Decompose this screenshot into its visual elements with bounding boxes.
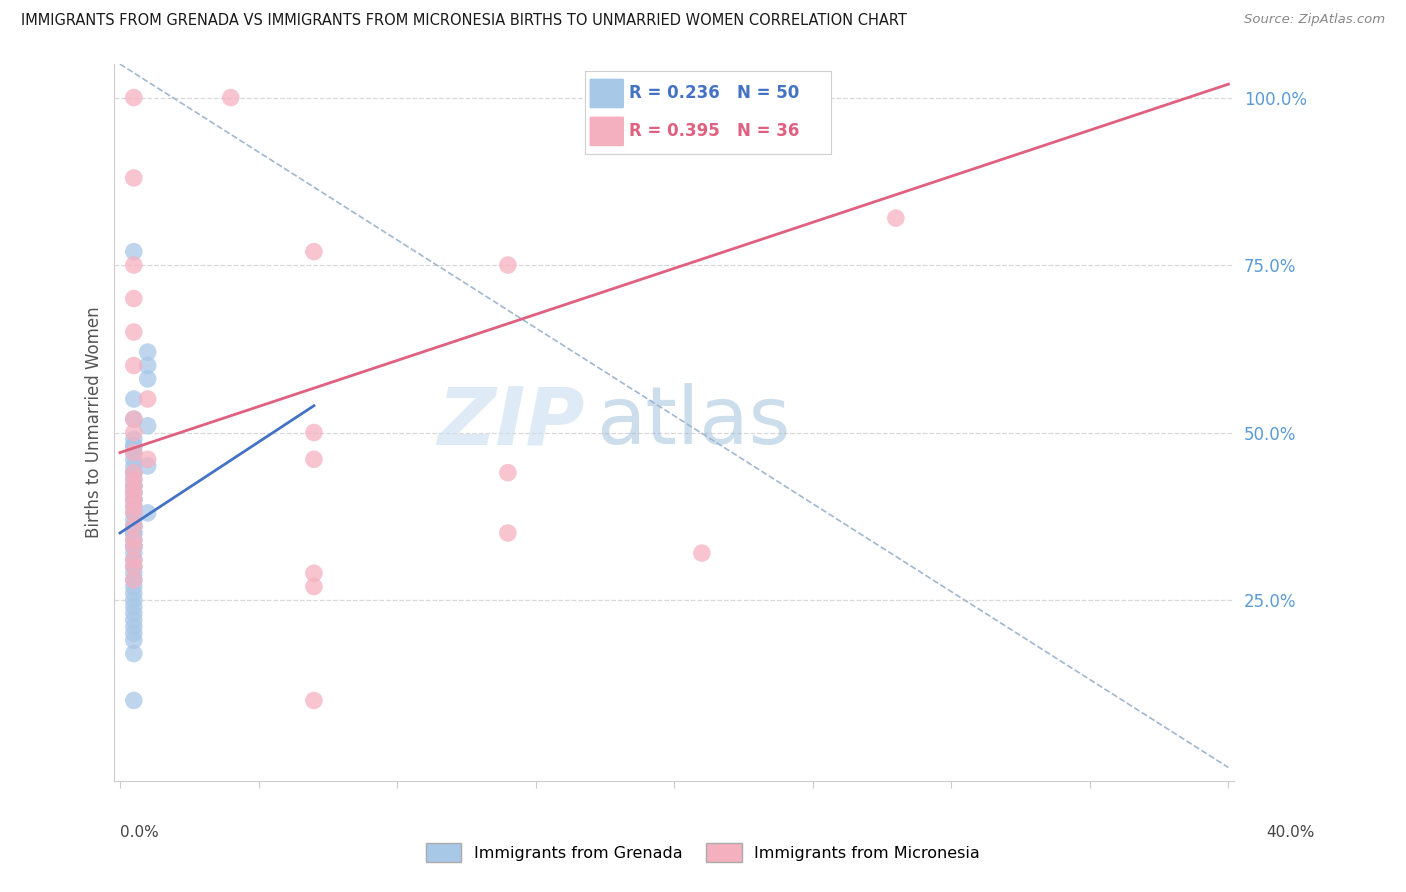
Point: [122, 244, 145, 259]
Point: [136, 452, 159, 467]
Point: [122, 559, 145, 574]
Point: [122, 485, 145, 500]
Point: [122, 466, 145, 480]
Point: [122, 292, 145, 306]
Point: [122, 553, 145, 567]
Point: [122, 540, 145, 554]
Point: [122, 566, 145, 581]
Point: [136, 458, 159, 473]
Point: [122, 693, 145, 707]
Point: [122, 573, 145, 587]
Y-axis label: Births to Unmarried Women: Births to Unmarried Women: [86, 307, 103, 538]
Point: [122, 485, 145, 500]
Point: [122, 506, 145, 520]
Point: [122, 472, 145, 486]
Text: ZIP: ZIP: [437, 384, 585, 461]
Point: [122, 519, 145, 533]
Point: [690, 546, 713, 560]
Point: [122, 492, 145, 507]
Point: [884, 211, 907, 226]
Point: [122, 607, 145, 621]
Point: [122, 626, 145, 640]
Point: [122, 325, 145, 339]
Point: [122, 479, 145, 493]
Point: [122, 458, 145, 473]
Point: [122, 553, 145, 567]
Point: [136, 372, 159, 386]
Point: [136, 359, 159, 373]
Point: [122, 599, 145, 614]
Point: [122, 499, 145, 513]
Point: [122, 479, 145, 493]
Point: [122, 466, 145, 480]
Point: [302, 244, 325, 259]
Point: [219, 90, 242, 104]
Point: [136, 418, 159, 433]
Point: [136, 392, 159, 406]
Point: [496, 258, 519, 272]
Point: [122, 647, 145, 661]
Point: [122, 519, 145, 533]
Point: [122, 485, 145, 500]
Point: [122, 506, 145, 520]
Point: [122, 492, 145, 507]
Point: [122, 540, 145, 554]
Point: [122, 412, 145, 426]
Text: IMMIGRANTS FROM GRENADA VS IMMIGRANTS FROM MICRONESIA BIRTHS TO UNMARRIED WOMEN : IMMIGRANTS FROM GRENADA VS IMMIGRANTS FR…: [21, 13, 907, 29]
Point: [122, 472, 145, 486]
Point: [122, 392, 145, 406]
Point: [122, 613, 145, 627]
Point: [122, 513, 145, 527]
Point: [302, 566, 325, 581]
Point: [122, 445, 145, 459]
Point: [122, 90, 145, 104]
Point: [122, 533, 145, 547]
Point: [122, 559, 145, 574]
Text: 0.0%: 0.0%: [120, 825, 159, 840]
Text: 40.0%: 40.0%: [1267, 825, 1315, 840]
Point: [122, 425, 145, 440]
Point: [122, 439, 145, 453]
Point: [122, 466, 145, 480]
Point: [302, 693, 325, 707]
Point: [122, 540, 145, 554]
Point: [122, 526, 145, 541]
Point: [122, 445, 145, 459]
Point: [122, 586, 145, 600]
Text: atlas: atlas: [596, 384, 790, 461]
Point: [122, 258, 145, 272]
Point: [122, 170, 145, 185]
Point: [122, 519, 145, 533]
Point: [122, 499, 145, 513]
Point: [496, 526, 519, 541]
Point: [136, 506, 159, 520]
Point: [122, 432, 145, 446]
Point: [122, 359, 145, 373]
Legend: Immigrants from Grenada, Immigrants from Micronesia: Immigrants from Grenada, Immigrants from…: [419, 837, 987, 868]
Point: [302, 452, 325, 467]
Point: [136, 345, 159, 359]
Point: [122, 479, 145, 493]
Point: [496, 466, 519, 480]
Point: [122, 533, 145, 547]
Point: [122, 580, 145, 594]
Point: [122, 526, 145, 541]
Point: [122, 412, 145, 426]
Point: [122, 546, 145, 560]
Point: [122, 452, 145, 467]
Point: [122, 620, 145, 634]
Point: [122, 439, 145, 453]
Point: [122, 593, 145, 607]
Text: Source: ZipAtlas.com: Source: ZipAtlas.com: [1244, 13, 1385, 27]
Point: [302, 425, 325, 440]
Point: [122, 633, 145, 648]
Point: [122, 492, 145, 507]
Point: [122, 573, 145, 587]
Point: [302, 580, 325, 594]
